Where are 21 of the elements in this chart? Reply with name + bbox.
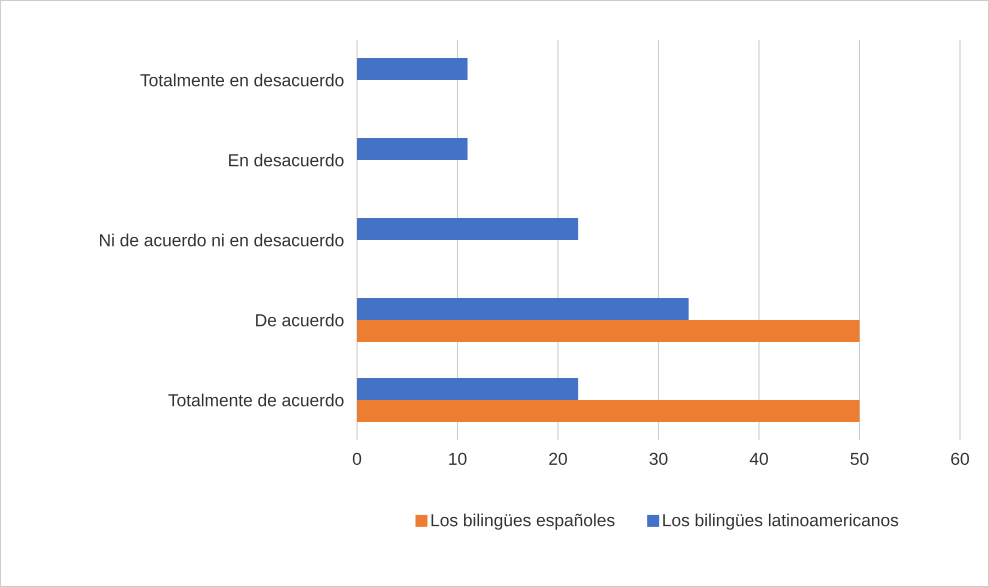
y-tick-label: Totalmente en desacuerdo	[140, 74, 344, 86]
legend-label: Los bilingües españoles	[432, 514, 614, 530]
bar	[357, 298, 689, 320]
bar	[357, 218, 578, 240]
x-tick-label: 10	[449, 452, 466, 465]
bar	[357, 138, 468, 160]
x-tick-label: 40	[750, 452, 768, 465]
x-tick-label: 30	[650, 452, 668, 465]
x-tick-label: 20	[549, 452, 567, 465]
x-tick-label: 50	[850, 452, 868, 465]
bar	[357, 320, 860, 342]
x-tick-label: 0	[352, 452, 362, 465]
y-tick-label: Totalmente de acuerdo	[168, 394, 344, 406]
y-tick-label: Ni de acuerdo ni en desacuerdo	[100, 234, 344, 246]
x-tick-label: 60	[951, 452, 969, 465]
bar	[357, 378, 578, 400]
bar	[357, 400, 860, 422]
legend-label: Los bilingües latinoamericanos	[663, 514, 898, 530]
y-tick-label: En desacuerdo	[229, 154, 344, 166]
y-tick-label: De acuerdo	[256, 314, 344, 326]
bar	[357, 58, 468, 80]
